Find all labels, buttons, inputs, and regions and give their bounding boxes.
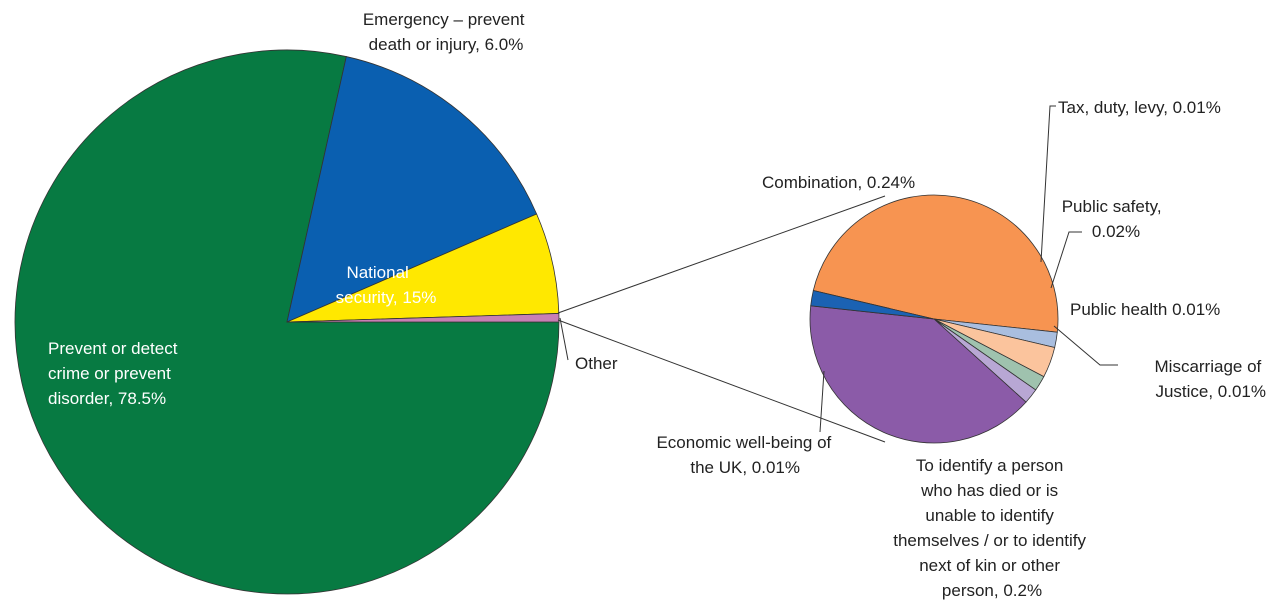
label-miscarriage-line: Miscarriage of <box>1155 357 1262 376</box>
other-leader-line <box>559 317 569 361</box>
connector-line-bottom <box>557 319 886 443</box>
label-identify-line: unable to identify <box>925 506 1054 525</box>
label-public-safety: Public safety, 0.02% <box>1062 197 1167 241</box>
main-pie <box>14 49 560 595</box>
label-tax: Tax, duty, levy, 0.01% <box>1058 98 1221 117</box>
label-security-line: security, 15% <box>336 288 437 307</box>
label-security-line: National <box>346 263 408 282</box>
label-other: Other <box>575 354 618 373</box>
connector-line-top <box>557 195 886 314</box>
miscarriage-leader-line <box>1053 325 1118 366</box>
label-combination: Combination, 0.24% <box>762 173 915 192</box>
label-identify-line: To identify a person <box>916 456 1063 475</box>
label-economic-line: the UK, 0.01% <box>690 458 800 477</box>
label-public-safety-line: Public safety, <box>1062 197 1162 216</box>
label-public-safety-line: 0.02% <box>1092 222 1140 241</box>
label-identify-line: who has died or is <box>920 481 1058 500</box>
tax-leader-line <box>1040 105 1056 263</box>
label-crime-line: crime or prevent <box>48 364 171 383</box>
label-identify-line: next of kin or other <box>919 556 1060 575</box>
label-crime-line: disorder, 78.5% <box>48 389 166 408</box>
sub-slice-to-identify-a-person-who-has-died-or-is- <box>809 305 1027 444</box>
label-security: National security, 15% <box>336 263 437 307</box>
main-slice-other <box>286 313 560 323</box>
label-economic: Economic well-being of the UK, 0.01% <box>656 433 836 477</box>
label-emergency-line: Emergency – prevent <box>363 10 525 29</box>
label-identify: To identify a person who has died or is … <box>893 456 1091 600</box>
label-miscarriage: Miscarriage of Justice, 0.01% <box>1155 357 1267 401</box>
main-slice-national-security-15 <box>286 56 538 323</box>
label-public-health: Public health 0.01% <box>1070 300 1220 319</box>
economic-leader-line <box>819 370 825 433</box>
label-economic-line: Economic well-being of <box>656 433 831 452</box>
label-identify-line: themselves / or to identify <box>893 531 1086 550</box>
sub-slice-economic-well-being-of-the-uk-0-01 <box>810 289 935 320</box>
label-crime: Prevent or detect crime or prevent disor… <box>48 339 182 408</box>
label-emergency: Emergency – prevent death or injury, 6.0… <box>363 10 529 54</box>
label-crime-line: Prevent or detect <box>48 339 178 358</box>
other-breakdown-pie <box>809 194 1059 444</box>
label-identify-line: person, 0.2% <box>942 581 1042 600</box>
label-miscarriage-line: Justice, 0.01% <box>1155 382 1266 401</box>
safety-leader-line <box>1050 231 1082 289</box>
label-emergency-line: death or injury, 6.0% <box>369 35 524 54</box>
